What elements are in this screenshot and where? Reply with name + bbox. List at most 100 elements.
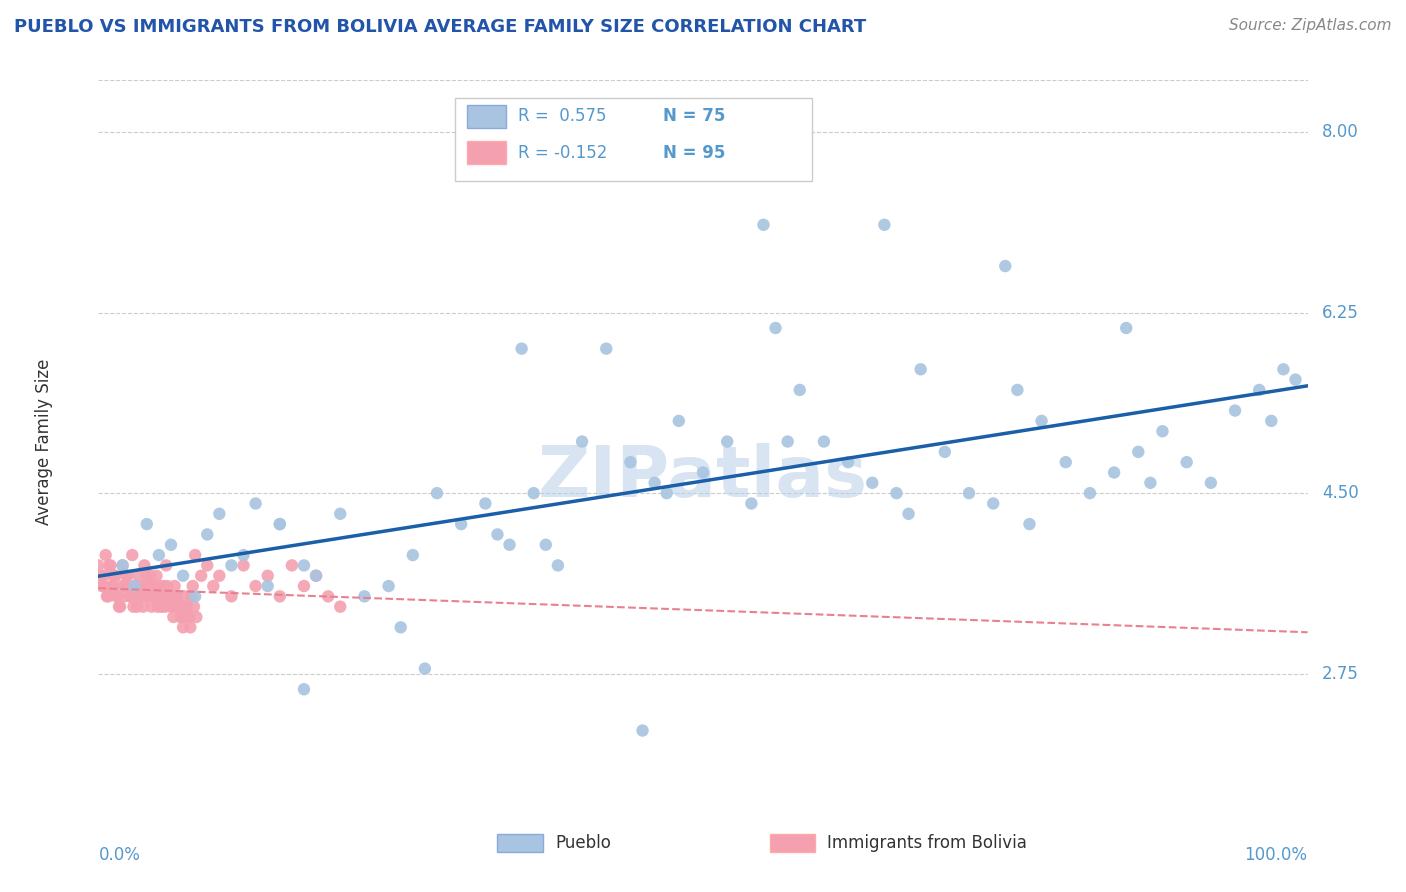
Point <box>184 590 207 604</box>
Point <box>108 599 131 614</box>
Point <box>87 558 110 573</box>
Point <box>169 610 191 624</box>
Point <box>1031 414 1053 428</box>
Point <box>1175 455 1198 469</box>
Point <box>117 568 139 582</box>
Point <box>176 599 198 614</box>
Point <box>486 527 509 541</box>
Point <box>135 517 157 532</box>
Point <box>1284 373 1306 387</box>
Point <box>160 599 183 614</box>
Point <box>141 599 163 614</box>
Point <box>157 590 180 604</box>
Point <box>173 590 195 604</box>
Point <box>510 342 533 356</box>
Point <box>181 579 204 593</box>
Point <box>166 590 188 604</box>
Point <box>910 362 932 376</box>
Point <box>155 558 177 573</box>
Point <box>413 662 436 676</box>
Point <box>180 590 202 604</box>
Point <box>156 579 179 593</box>
Text: N = 75: N = 75 <box>664 107 725 126</box>
Point <box>121 548 143 562</box>
Text: Average Family Size: Average Family Size <box>35 359 53 524</box>
Point <box>136 590 159 604</box>
Point <box>98 558 121 573</box>
Point <box>631 723 654 738</box>
Point <box>1223 403 1246 417</box>
Point <box>172 568 194 582</box>
Point <box>91 579 114 593</box>
Text: R =  0.575: R = 0.575 <box>517 107 606 126</box>
Point <box>184 548 207 562</box>
Point <box>1078 486 1101 500</box>
Point <box>174 599 197 614</box>
Point <box>402 548 425 562</box>
Point <box>127 599 149 614</box>
Point <box>897 507 920 521</box>
Point <box>115 568 138 582</box>
Point <box>934 445 956 459</box>
Point <box>860 475 883 490</box>
Point <box>269 517 291 532</box>
Point <box>377 579 399 593</box>
Point <box>305 568 328 582</box>
Point <box>135 579 157 593</box>
Point <box>269 590 291 604</box>
Point <box>163 579 186 593</box>
Point <box>426 486 449 500</box>
Point <box>138 590 160 604</box>
Point <box>208 507 231 521</box>
Point <box>167 599 190 614</box>
Text: 4.50: 4.50 <box>1322 484 1358 502</box>
Point <box>107 590 129 604</box>
Point <box>124 579 146 593</box>
Text: PUEBLO VS IMMIGRANTS FROM BOLIVIA AVERAGE FAMILY SIZE CORRELATION CHART: PUEBLO VS IMMIGRANTS FROM BOLIVIA AVERAG… <box>14 18 866 36</box>
Point <box>957 486 980 500</box>
Point <box>110 579 132 593</box>
Point <box>292 558 315 573</box>
Text: 8.00: 8.00 <box>1322 123 1358 141</box>
Point <box>177 610 200 624</box>
Point <box>498 538 520 552</box>
Point <box>94 548 117 562</box>
Point <box>837 455 859 469</box>
Text: 0.0%: 0.0% <box>98 847 141 864</box>
Point <box>134 558 156 573</box>
Point <box>232 548 254 562</box>
Bar <box>456 98 811 181</box>
Point <box>118 579 141 593</box>
Point <box>195 558 218 573</box>
Point <box>100 558 122 573</box>
Point <box>101 579 124 593</box>
Point <box>104 568 127 582</box>
Point <box>103 568 125 582</box>
Point <box>132 599 155 614</box>
Point <box>1115 321 1137 335</box>
Point <box>789 383 811 397</box>
Point <box>765 321 787 335</box>
Point <box>118 590 141 604</box>
Point <box>179 620 201 634</box>
Point <box>353 590 375 604</box>
Point <box>716 434 738 449</box>
Point <box>127 568 149 582</box>
Point <box>152 579 174 593</box>
Point <box>547 558 569 573</box>
Point <box>668 414 690 428</box>
Point <box>873 218 896 232</box>
Point <box>534 538 557 552</box>
Point <box>619 455 641 469</box>
Bar <box>467 141 506 164</box>
Point <box>256 579 278 593</box>
Point <box>655 486 678 500</box>
Point <box>256 568 278 582</box>
Text: R = -0.152: R = -0.152 <box>517 144 607 161</box>
Point <box>571 434 593 449</box>
Point <box>981 496 1004 510</box>
Point <box>122 599 145 614</box>
Point <box>160 538 183 552</box>
Point <box>97 590 120 604</box>
Point <box>143 579 166 593</box>
